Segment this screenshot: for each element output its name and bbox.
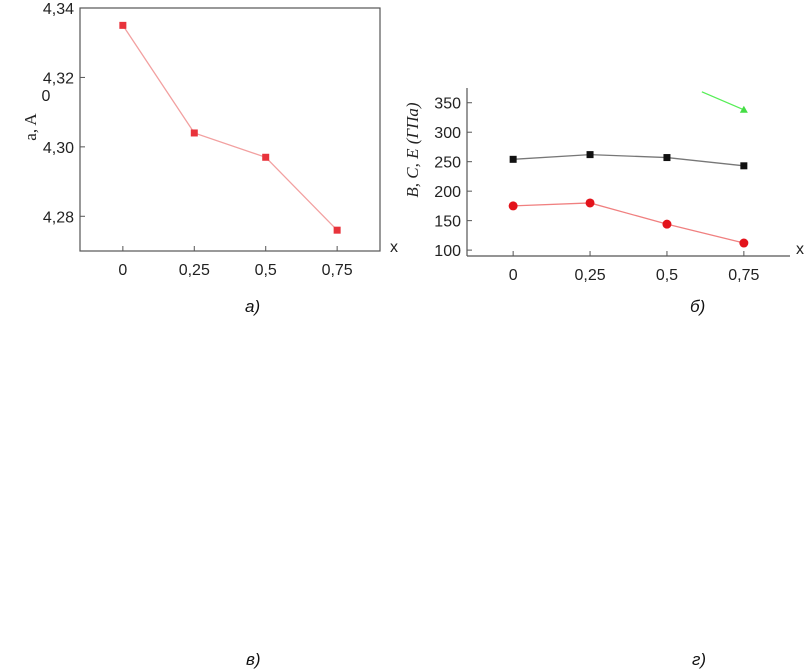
chart-a-series-0-point xyxy=(333,226,341,234)
caption-b: б) xyxy=(690,297,706,316)
chart-b-ylabel: B, C, E (ГПа) xyxy=(403,102,422,197)
chart-b-xtick-label: 0 xyxy=(509,267,518,284)
chart-a-xtick-label: 0,5 xyxy=(255,262,277,279)
chart-a-xtick-label: 0,75 xyxy=(322,262,353,279)
chart-b-series-1-point xyxy=(585,198,595,208)
chart-b-xlabel: x xyxy=(796,241,804,258)
chart-a-ytick-label: 4,30 xyxy=(43,140,74,157)
chart-a-ylabel: a, A xyxy=(21,113,40,141)
chart-b-series-0-point xyxy=(663,154,671,162)
chart-b-ytick-label: 100 xyxy=(434,243,461,260)
chart-b-ytick-label: 350 xyxy=(434,96,461,113)
chart-a-ylabel-mark: 0 xyxy=(42,88,51,105)
chart-b-xtick-label: 0,75 xyxy=(728,267,759,284)
chart-b-ytick-label: 300 xyxy=(434,125,461,142)
chart-b-ytick-label: 250 xyxy=(434,155,461,172)
caption-d: г) xyxy=(692,650,707,669)
chart-b-series-1-point xyxy=(662,219,672,229)
chart-a-xtick-label: 0,25 xyxy=(179,262,210,279)
chart-b-ytick-label: 200 xyxy=(434,184,461,201)
chart-b-series-0-point xyxy=(586,151,594,159)
chart-b-series-1-line xyxy=(513,202,745,244)
chart-b-series-2-line xyxy=(701,91,745,111)
caption-a: а) xyxy=(245,297,261,316)
chart-b-xtick-label: 0,5 xyxy=(656,267,678,284)
chart-b-series-1-point xyxy=(739,238,749,248)
chart-a-ytick-label: 4,34 xyxy=(43,1,74,18)
chart-a-xtick-label: 0 xyxy=(118,262,127,279)
chart-b-series-1-point xyxy=(508,201,518,211)
chart-a-series-0-point xyxy=(190,129,198,137)
chart-a-ytick-label: 4,32 xyxy=(43,70,74,87)
chart-b-series-0-line xyxy=(513,153,744,167)
chart-b-series-0-point xyxy=(740,162,748,170)
chart-a-series-0-point xyxy=(262,153,270,161)
caption-c: в) xyxy=(246,650,261,669)
chart-a-series-0-point xyxy=(119,21,127,29)
chart-a-series-0-line xyxy=(122,24,338,231)
chart-b-ytick-label: 150 xyxy=(434,214,461,231)
chart-b-series-2-point xyxy=(739,105,748,113)
chart-b-xtick-label: 0,25 xyxy=(574,267,605,284)
chart-b-series-0-point xyxy=(509,155,517,163)
chart-a-frame xyxy=(79,7,381,252)
chart-a-xlabel: x xyxy=(390,239,398,256)
chart-a: 0 0,25 0,5 0,75 4,28 4,30 4,32 4,34 xyxy=(43,1,353,279)
chart-b: 0 0,25 0,5 0,75 100 150 200 250 300 350 xyxy=(434,91,760,284)
chart-a-ytick-label: 4,28 xyxy=(43,209,74,226)
